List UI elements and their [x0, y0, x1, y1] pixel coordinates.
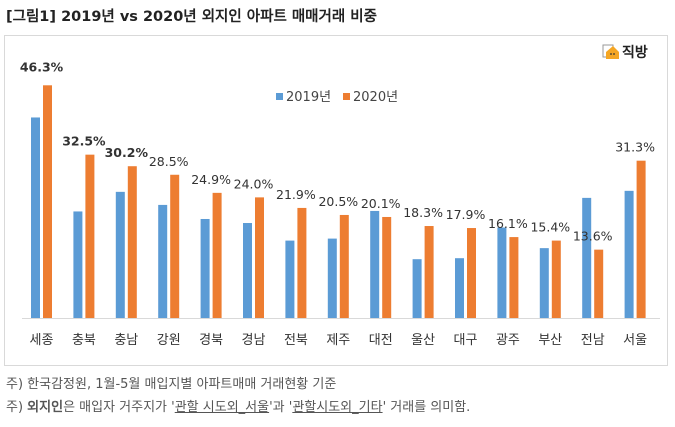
- bar-2020-충북: [85, 154, 95, 318]
- bar-2019-전남: [582, 197, 592, 318]
- data-label: 46.3%: [20, 59, 64, 74]
- x-tick-label: 세종: [30, 333, 54, 348]
- x-tick-label: 부산: [538, 333, 562, 348]
- data-label: 16.1%: [488, 216, 528, 231]
- x-tick-label: 대전: [369, 333, 393, 348]
- bar-2020-강원: [170, 174, 180, 318]
- x-tick-label: 전북: [284, 333, 308, 348]
- note-text: '과 ': [269, 400, 293, 415]
- note-text: 은 매입자 거주지가 ': [63, 400, 175, 415]
- bar-2020-충남: [127, 166, 137, 318]
- bar-2020-서울: [636, 160, 646, 318]
- bar-2019-대전: [370, 210, 380, 318]
- data-label: 32.5%: [62, 134, 106, 149]
- note-underline-other: 관할시도외_기타: [292, 400, 383, 415]
- bar-2019-부산: [539, 248, 549, 318]
- data-label: 21.9%: [276, 187, 316, 202]
- x-tick-label: 제주: [326, 333, 350, 348]
- bar-2019-세종: [31, 117, 40, 318]
- bar-2020-경남: [255, 197, 264, 318]
- bar-2020-전남: [594, 249, 604, 318]
- bar-2019-충남: [115, 191, 125, 318]
- legend-label: 2020년: [353, 90, 398, 105]
- x-tick-label: 충북: [72, 333, 96, 348]
- bar-2019-울산: [412, 259, 422, 318]
- data-label: 28.5%: [149, 154, 189, 169]
- bar-2019-강원: [158, 204, 168, 318]
- house-icon: [602, 44, 619, 59]
- note-bold: 외지인: [27, 400, 64, 415]
- bar-2020-부산: [551, 240, 561, 318]
- bar-2019-경남: [243, 223, 252, 318]
- note-text: ' 거래를 의미함.: [382, 400, 471, 415]
- bar-2019-제주: [327, 238, 337, 318]
- x-tick-label: 전남: [581, 333, 605, 348]
- data-label: 20.5%: [318, 194, 358, 209]
- definition-note: 주) 외지인은 매입자 거주지가 '관할 시도외_서울'과 '관할시도외_기타'…: [6, 396, 470, 415]
- data-label: 24.9%: [191, 172, 231, 187]
- bar-2020-대전: [382, 216, 392, 318]
- legend-swatch: [343, 93, 350, 100]
- data-label: 30.2%: [105, 145, 149, 160]
- bar-2019-전북: [285, 240, 295, 318]
- data-label: 18.3%: [403, 205, 443, 220]
- x-tick-label: 경북: [199, 333, 223, 348]
- x-tick-label: 강원: [157, 333, 181, 348]
- bar-chart: 세종 46.3% 충북 32.5% 충남 30.2% 강원 28.5% 경북 24.9% 경남 24.…: [20, 59, 660, 348]
- bar-2019-충북: [73, 211, 83, 318]
- data-label: 31.3%: [615, 140, 655, 155]
- logo-text: 직방: [622, 45, 648, 61]
- bar-2019-대구: [455, 258, 464, 318]
- source-note: 주) 한국감정원, 1월-5월 매입지별 아파트매매 거래현황 기준: [6, 377, 337, 392]
- note-prefix: 주): [6, 400, 28, 415]
- data-label: 24.0%: [234, 176, 274, 191]
- x-tick-label: 서울: [623, 333, 647, 348]
- note-underline-seoul: 관할 시도외_서울: [174, 400, 270, 415]
- bar-2020-울산: [424, 226, 434, 318]
- x-tick-label: 대구: [454, 333, 478, 348]
- bar-2019-광주: [497, 227, 507, 318]
- legend-swatch: [276, 93, 283, 100]
- bar-2020-광주: [509, 237, 519, 318]
- bar-2020-경북: [212, 192, 222, 318]
- bar-2020-제주: [339, 214, 349, 318]
- data-label: 15.4%: [530, 220, 570, 235]
- chart-title: [그림1] 2019년 vs 2020년 외지인 아파트 매매거래 비중: [6, 9, 377, 25]
- data-label: 20.1%: [361, 196, 401, 211]
- bar-2019-서울: [624, 190, 634, 318]
- bar-2020-세종: [43, 85, 52, 318]
- x-tick-label: 광주: [496, 333, 520, 348]
- logo: 직방: [602, 42, 648, 62]
- x-tick-label: 경남: [242, 333, 266, 348]
- x-tick-label: 충남: [114, 333, 138, 348]
- legend-label: 2019년: [286, 90, 331, 105]
- x-tick-label: 울산: [411, 333, 435, 348]
- bar-2019-경북: [200, 218, 210, 318]
- bar-2020-대구: [467, 228, 476, 318]
- bar-2020-전북: [297, 207, 307, 318]
- data-label: 13.6%: [573, 229, 613, 244]
- data-label: 17.9%: [446, 207, 486, 222]
- chart-frame: [4, 35, 668, 366]
